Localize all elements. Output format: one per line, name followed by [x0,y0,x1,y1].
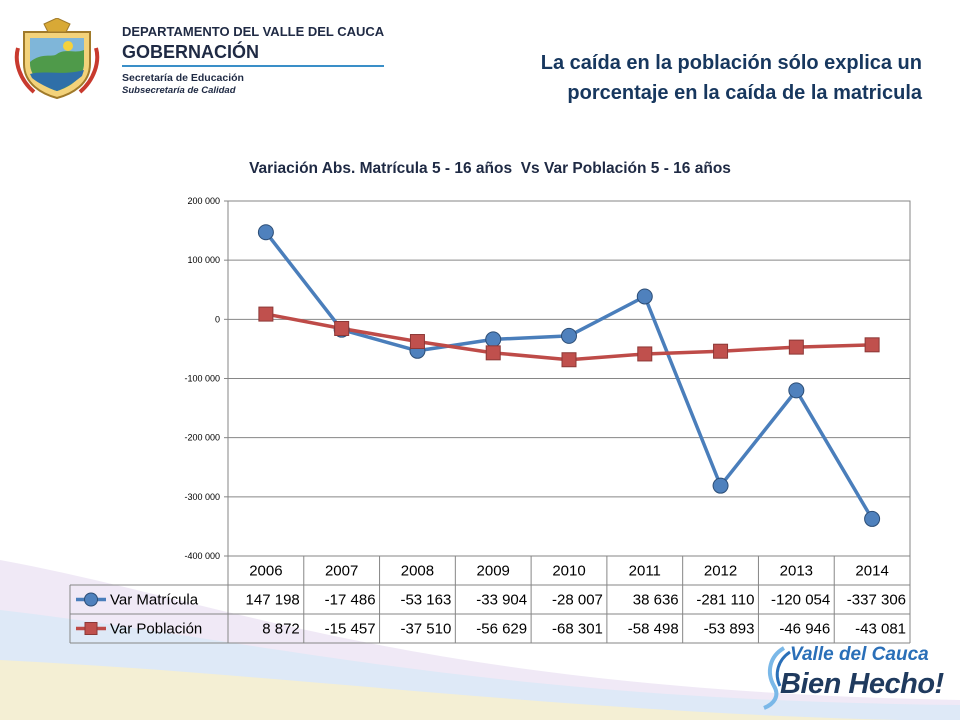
secretaria-name: Secretaría de Educación [122,72,244,84]
category-label: 2008 [401,563,434,580]
swoosh-yellow [0,660,900,720]
data-point [864,337,880,353]
data-point [864,510,881,527]
table-cell: -56 629 [476,621,527,638]
data-table: 2006 2007 2008 2009 2010 2011 2012 2013 2014 Var … [69,555,911,644]
header-logo: DEPARTAMENTO DEL VALLE DEL CAUCA GOBERNA… [14,18,384,100]
table-cell: -53 893 [704,621,755,638]
subsecretaria-name: Subsecretaría de Calidad [122,85,236,96]
table-cell: -17 486 [325,592,376,609]
table-cell: -120 054 [771,592,830,609]
table-cell: 38 636 [633,592,679,609]
chart-title: Variación Abs. Matrícula 5 - 16 años Vs … [249,160,731,177]
y-tick-label: 200 000 [187,196,220,206]
data-point [561,352,577,368]
table-cell: -337 306 [847,592,906,609]
table-cell: -28 007 [552,592,603,609]
category-label: 2010 [552,563,585,580]
data-point [257,224,274,241]
y-tick-label: -200 000 [184,433,220,443]
brand-line-1: Valle del Cauca [790,644,929,665]
category-label: 2014 [855,563,888,580]
data-point [258,306,274,322]
brand-line-2: Bien Hecho! [780,668,944,700]
slide-title-line-1: La caída en la población sólo explica un [540,52,922,74]
legend-label: Var Población [110,621,202,638]
y-tick-label: 0 [215,314,220,324]
data-point [636,288,653,305]
table-cell: -43 081 [855,621,906,638]
y-tick-label: -400 000 [184,551,220,561]
data-point [712,477,729,494]
data-point [788,382,805,399]
table-cell: -37 510 [400,621,451,638]
data-point [409,334,425,350]
header-rule [122,65,384,67]
table-cell: -281 110 [696,592,754,609]
department-name: DEPARTAMENTO DEL VALLE DEL CAUCA [122,24,385,39]
brand-logo: Valle del Cauca Bien Hecho! [760,640,950,714]
category-label: 2012 [704,563,737,580]
data-point [485,345,501,361]
government-name: GOBERNACIÓN [122,42,260,62]
data-point [788,339,804,355]
slide-title: La caída en la población sólo explica un… [440,48,922,108]
table-cell: -33 904 [476,592,527,609]
category-label: 2013 [780,563,813,580]
table-cell: -53 163 [400,592,451,609]
data-point [485,331,502,348]
category-label: 2006 [249,563,282,580]
table-cell: 8 872 [262,621,300,638]
category-label: 2007 [325,563,358,580]
table-cell: -68 301 [552,621,603,638]
slide-title-line-2: porcentaje en la caída de la matricula [567,82,922,104]
category-label: 2011 [629,563,661,580]
coat-of-arms-icon [14,18,100,100]
brand-swirl-icon [763,646,791,710]
legend-key-marker [84,622,98,635]
table-cell: -58 498 [628,621,679,638]
table-cell: -46 946 [779,621,830,638]
y-tick-label: -100 000 [184,374,220,384]
data-point [713,343,729,359]
data-point [334,320,350,336]
data-point [561,327,577,344]
legend-label: Var Matrícula [110,592,199,609]
y-tick-label: 100 000 [187,255,220,265]
y-axis-labels: 200 000 100 000 0 -100 000 -200 000 -300 000 -… [184,196,220,561]
category-label: 2009 [477,563,510,580]
y-tick-label: -300 000 [184,492,220,502]
table-cell: 147 198 [246,592,300,609]
legend-key-marker [84,592,98,607]
series-markers [257,224,881,527]
table-cell: -15 457 [325,621,376,638]
data-point [637,346,653,362]
